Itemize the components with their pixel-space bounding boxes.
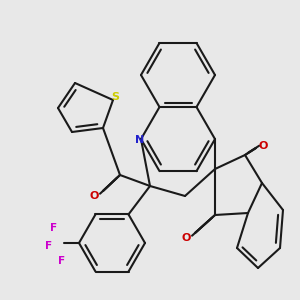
Text: O: O — [89, 191, 99, 201]
Text: F: F — [58, 256, 66, 266]
Text: F: F — [50, 223, 58, 233]
Text: O: O — [258, 141, 268, 151]
Text: F: F — [45, 241, 52, 251]
Text: N: N — [135, 135, 145, 145]
Text: S: S — [111, 92, 119, 102]
Text: O: O — [181, 233, 191, 243]
